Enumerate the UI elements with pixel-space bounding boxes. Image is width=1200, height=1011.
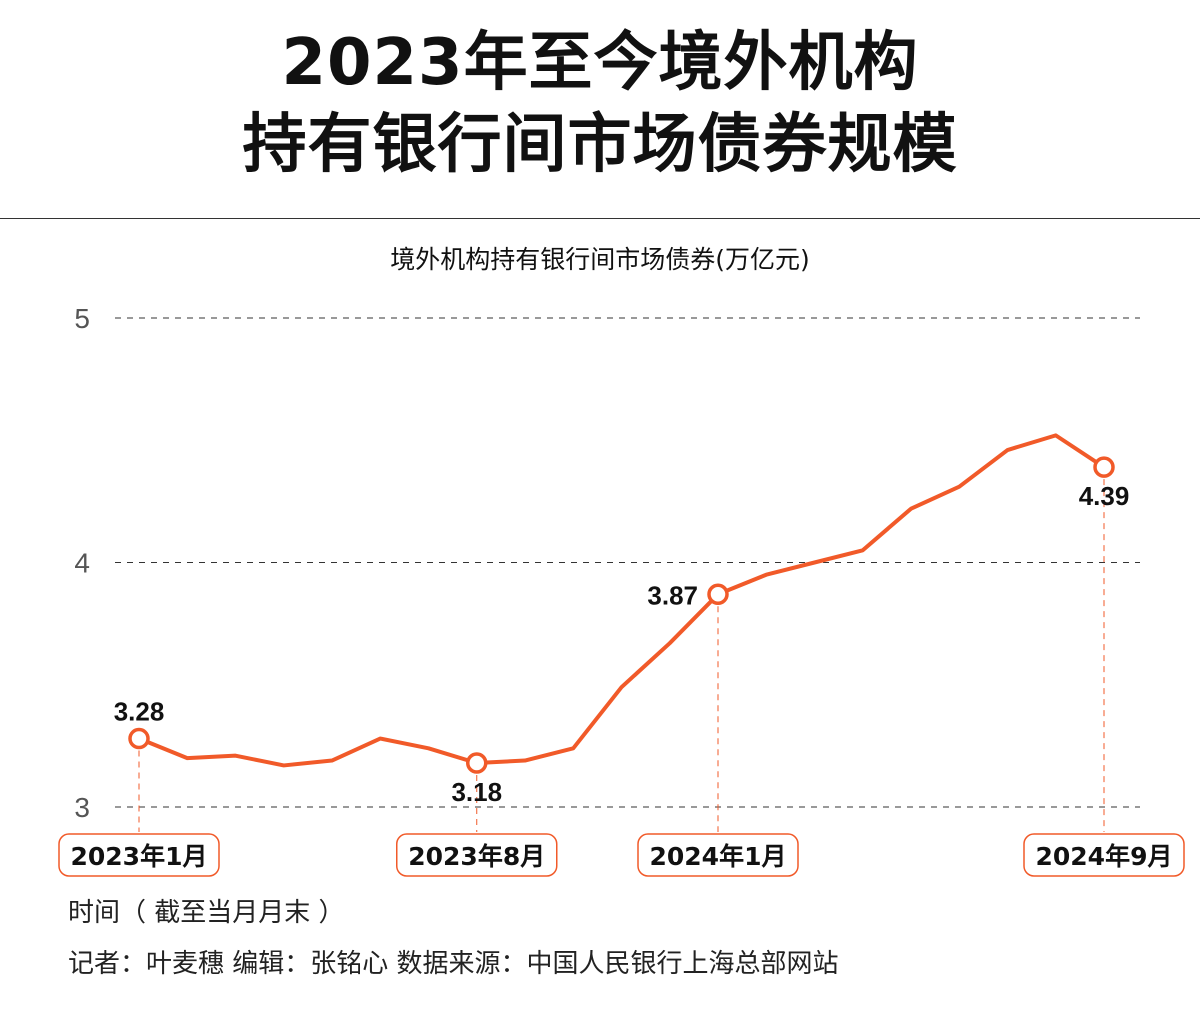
x-tick-box [396,833,558,877]
y-tick-label: 3 [74,792,90,823]
chart-subtitle: 境外机构持有银行间市场债券(万亿元) [390,245,810,274]
x-tick-box [637,833,799,877]
x-tick-label: 2024年9月 [1036,842,1173,871]
y-tick-label: 4 [74,548,90,579]
title-line-1: 2023年至今境外机构 [281,26,919,100]
data-label: 4.39 [1079,481,1130,511]
x-tick-label: 2023年1月 [71,842,208,871]
data-point [466,752,488,774]
x-tick-label: 2024年1月 [650,842,787,871]
title-line-2: 持有银行间市场债券规模 [242,108,958,182]
data-point [707,583,729,606]
data-point [1093,456,1115,478]
divider [0,218,1200,219]
data-label: 3.28 [114,697,165,727]
x-axis-label: 时间（ 截至当月月末 ） [68,898,345,928]
y-tick-label: 5 [74,303,90,334]
chart-title: 2023年至今境外机构 持有银行间市场债券规模 [0,22,1200,186]
x-tick-box [58,833,220,877]
data-label: 3.87 [647,580,698,610]
data-point [128,727,150,750]
x-tick-label: 2023年8月 [408,842,545,871]
series-line [138,433,1106,768]
data-label: 3.18 [451,777,502,807]
x-tick-box [1023,833,1185,877]
credits: 记者：叶麦穗 编辑：张铭心 数据来源：中国人民银行上海总部网站 [68,949,839,979]
line-chart: 3 4 5 3.28 2023年1月 3.18 2023年8月 3.87 2024年1月 4.39… [58,303,1185,877]
